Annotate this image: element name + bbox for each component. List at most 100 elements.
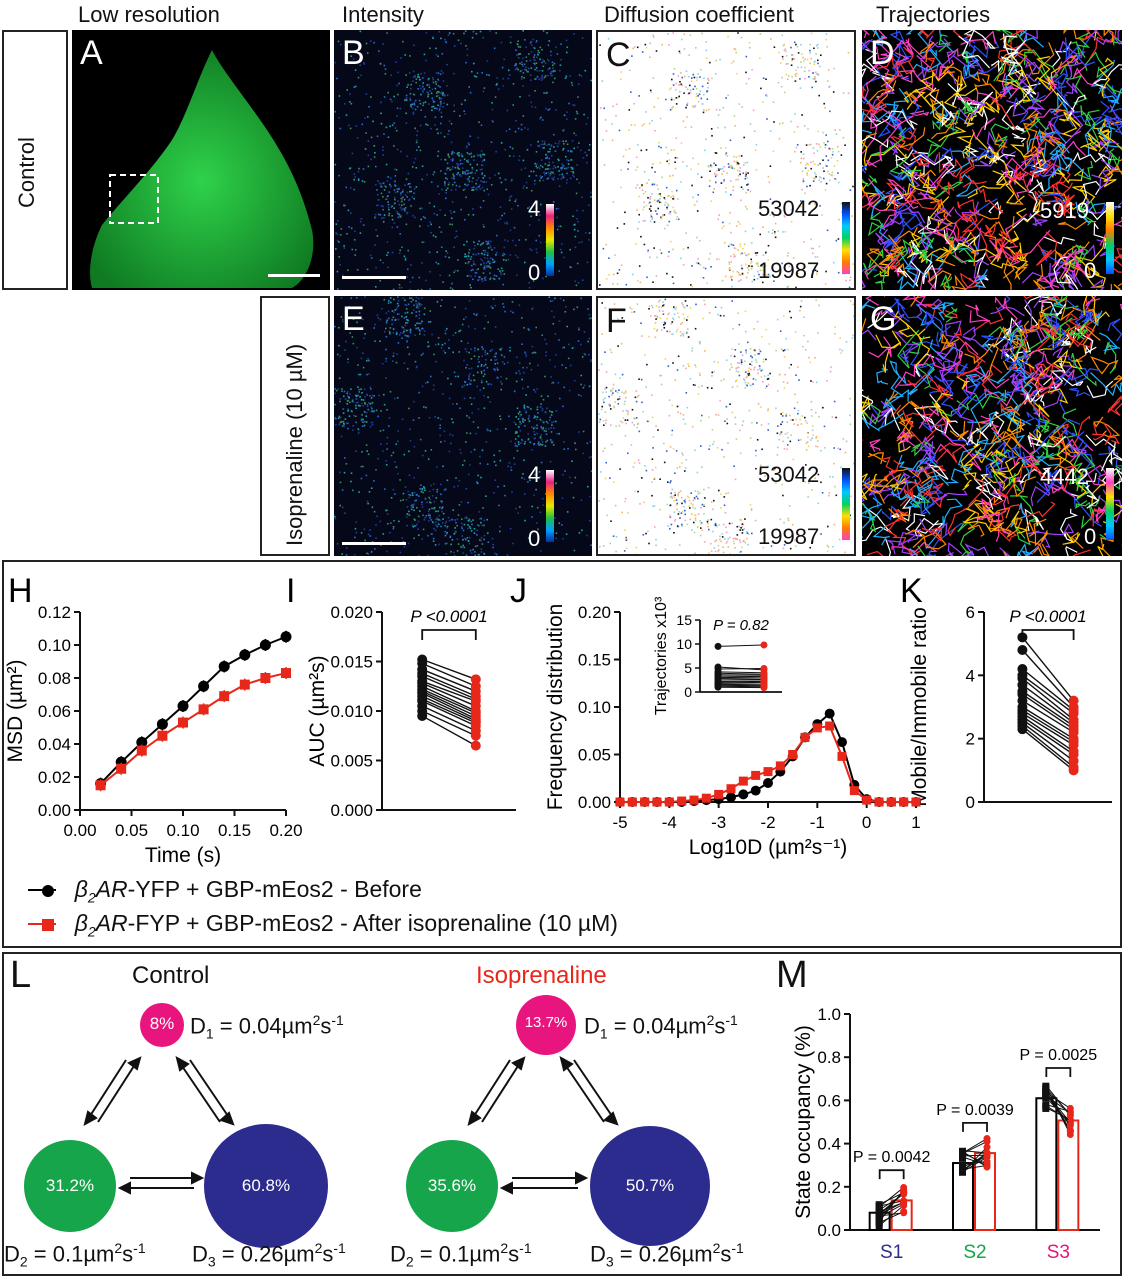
speckle [684,75,686,78]
speckle [790,221,793,223]
speckle [481,543,484,545]
speckle [343,245,345,247]
speckle [426,173,428,176]
speckle [549,148,551,150]
speckle [557,382,560,384]
speckle [472,278,474,281]
speckle [828,494,830,497]
speckle [435,518,437,521]
speckle [787,75,790,77]
speckle [809,43,811,46]
speckle [536,69,538,72]
speckle [350,297,353,299]
trajectory [988,201,1003,216]
speckle [670,196,672,198]
speckle [786,466,788,469]
speckle [811,429,814,432]
speckle [615,425,617,428]
speckle [600,408,603,411]
trajectory [902,90,922,108]
trajectory [973,259,990,279]
speckle [831,153,834,156]
speckle [540,426,542,428]
speckle [725,191,727,193]
speckle [464,99,466,102]
trajectory [972,306,1004,332]
speckle [422,85,424,88]
speckle [393,145,395,147]
speckle [354,176,356,178]
speckle [719,535,721,538]
speckle [383,64,386,67]
speckle [380,443,382,445]
speckle [476,481,478,483]
speckle [699,342,701,345]
speckle [503,253,506,256]
speckle [548,40,551,42]
speckle [421,488,424,491]
speckle [815,176,817,178]
speckle [574,280,577,283]
speckle [715,152,718,154]
speckle [448,256,450,259]
speckle [708,448,710,450]
speckle [704,497,706,499]
speckle [697,490,699,493]
trajectory-map-control [862,30,1122,290]
speckle [433,107,436,110]
speckle [442,393,444,395]
speckle [778,438,780,441]
speckle [723,179,725,181]
speckle [464,348,467,350]
speckle [715,181,717,184]
speckle [566,143,569,146]
speckle [533,62,536,65]
speckle [541,78,544,80]
speckle [474,244,476,247]
trajectory [938,126,967,142]
speckle [356,269,359,271]
speckle [636,184,639,186]
speckle [354,536,356,539]
speckle [724,420,726,422]
speckle [641,51,644,53]
speckle [807,445,810,448]
speckle [334,517,337,520]
speckle [795,69,797,72]
speckle [436,128,438,131]
speckle [766,95,768,97]
speckle [351,248,354,251]
speckle [778,51,780,54]
speckle [531,449,533,451]
speckle [338,241,340,243]
speckle [649,195,652,198]
speckle [410,105,412,108]
speckle [535,418,538,421]
speckle [725,97,727,99]
speckle [667,255,670,258]
trajectory [1027,49,1059,81]
speckle [741,354,744,357]
speckle [747,369,750,372]
speckle [537,442,539,445]
speckle [689,91,692,94]
speckle [704,350,706,352]
speckle [676,467,679,469]
trajectory [1110,282,1122,290]
speckle [686,304,688,307]
speckle [427,321,430,323]
speckle [734,416,737,419]
speckle [545,351,547,353]
speckle [351,399,354,402]
speckle [428,251,431,254]
speckle [740,264,743,267]
speckle [558,170,560,172]
speckle [589,143,591,146]
speckle [748,372,750,375]
speckle [471,523,473,526]
trajectory [1084,134,1122,148]
speckle [794,73,796,76]
speckle [397,440,399,443]
speckle [791,59,793,62]
speckle [464,253,466,256]
